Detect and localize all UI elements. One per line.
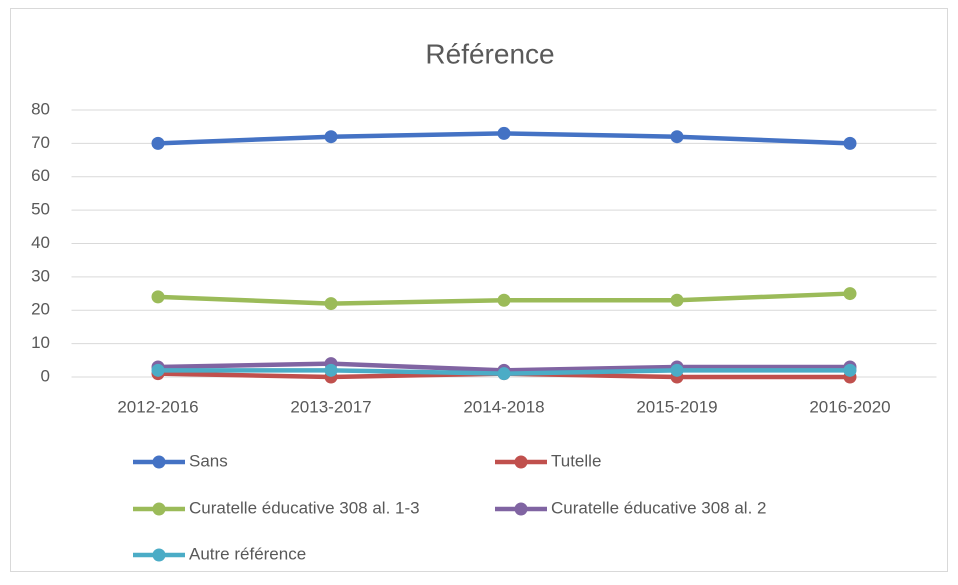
x-tick-label: 2013-2017 [290, 397, 371, 416]
data-point [670, 363, 684, 377]
data-point [670, 130, 684, 144]
y-tick-label: 0 [41, 366, 50, 385]
y-tick-label: 60 [31, 166, 50, 185]
y-tick-label: 40 [31, 233, 50, 252]
legend-label: Curatelle éducative 308 al. 2 [551, 498, 766, 517]
legend-label: Sans [189, 451, 228, 470]
data-point [151, 136, 165, 150]
x-tick-label: 2012-2016 [117, 397, 198, 416]
x-tick-label: 2016-2020 [809, 397, 890, 416]
data-point [497, 126, 511, 140]
legend-marker [514, 502, 528, 516]
data-point [324, 363, 338, 377]
chart-title: Référence [425, 38, 554, 69]
y-tick-label: 10 [31, 333, 50, 352]
legend-marker [152, 502, 166, 516]
data-point [670, 293, 684, 307]
data-point [324, 297, 338, 311]
data-point [151, 290, 165, 304]
data-point [843, 363, 857, 377]
y-tick-label: 70 [31, 133, 50, 152]
x-tick-label: 2015-2019 [636, 397, 717, 416]
data-point [151, 363, 165, 377]
y-tick-label: 30 [31, 266, 50, 285]
x-tick-label: 2014-2018 [463, 397, 544, 416]
y-tick-label: 50 [31, 200, 50, 219]
legend-label: Tutelle [551, 451, 601, 470]
data-point [843, 287, 857, 301]
data-point [843, 136, 857, 150]
y-tick-label: 20 [31, 300, 50, 319]
data-point [497, 367, 511, 381]
legend-marker [152, 548, 166, 562]
legend-label: Curatelle éducative 308 al. 1-3 [189, 498, 420, 517]
legend-marker [152, 455, 166, 469]
legend-marker [514, 455, 528, 469]
y-tick-label: 80 [31, 99, 50, 118]
legend-label: Autre référence [189, 544, 306, 563]
data-point [497, 293, 511, 307]
chart-border [10, 8, 948, 572]
data-point [324, 130, 338, 144]
